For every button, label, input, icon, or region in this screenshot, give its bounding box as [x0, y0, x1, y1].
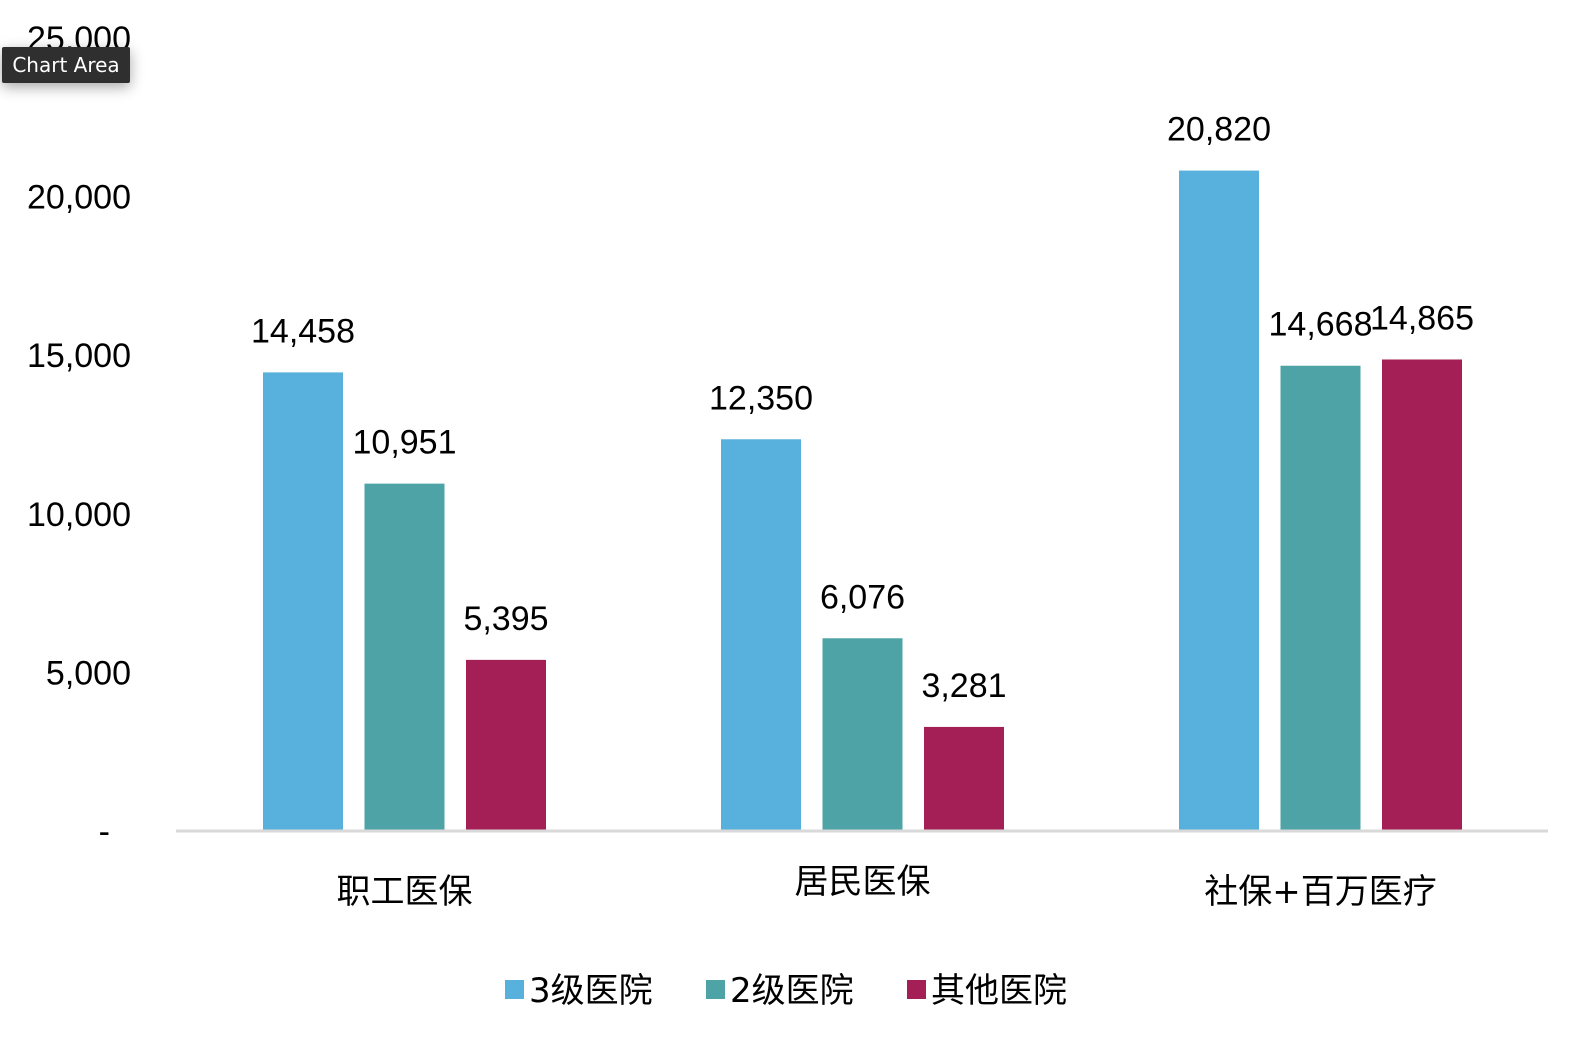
- bar[interactable]: [263, 372, 343, 831]
- y-tick-label: 5,000: [46, 654, 131, 692]
- bars: [263, 170, 1462, 831]
- category-labels: 职工医保 居民医保 社保+百万医疗: [337, 862, 1437, 912]
- chart-area-tooltip: Chart Area: [2, 47, 130, 83]
- bar[interactable]: [1280, 365, 1361, 831]
- y-tick-label: 15,000: [27, 337, 131, 375]
- data-label: 10,951: [353, 424, 457, 462]
- legend: 3级医院 2级医院 其他医院: [505, 971, 1067, 1011]
- data-label: 14,865: [1370, 299, 1474, 337]
- bar[interactable]: [1382, 359, 1462, 831]
- data-label: 6,076: [820, 578, 905, 616]
- legend-label: 3级医院: [529, 971, 653, 1011]
- data-label: 14,458: [251, 312, 355, 350]
- legend-swatch: [706, 980, 725, 999]
- data-label: 20,820: [1167, 111, 1271, 149]
- bar[interactable]: [466, 659, 546, 831]
- y-tick-label: 20,000: [27, 179, 131, 217]
- y-tick-label: 10,000: [27, 496, 131, 534]
- legend-label: 其他医院: [931, 971, 1067, 1011]
- bar[interactable]: [1179, 170, 1259, 831]
- legend-label: 2级医院: [730, 971, 854, 1011]
- data-label: 12,350: [709, 379, 813, 417]
- category-label: 职工医保: [337, 872, 473, 912]
- legend-swatch: [907, 980, 926, 999]
- bar[interactable]: [822, 638, 903, 831]
- data-label: 14,668: [1269, 306, 1373, 344]
- data-labels: 14,458 10,951 5,395 12,350 6,076 3,281 20,820 1…: [251, 111, 1474, 705]
- bar[interactable]: [924, 726, 1004, 831]
- data-label: 5,395: [463, 600, 548, 638]
- category-label: 居民医保: [795, 862, 931, 902]
- bar[interactable]: [364, 483, 445, 831]
- legend-swatch: [505, 980, 524, 999]
- data-label: 3,281: [921, 667, 1006, 705]
- bar[interactable]: [721, 439, 801, 831]
- category-label: 社保+百万医疗: [1204, 872, 1437, 912]
- y-tick-label: -: [99, 813, 110, 851]
